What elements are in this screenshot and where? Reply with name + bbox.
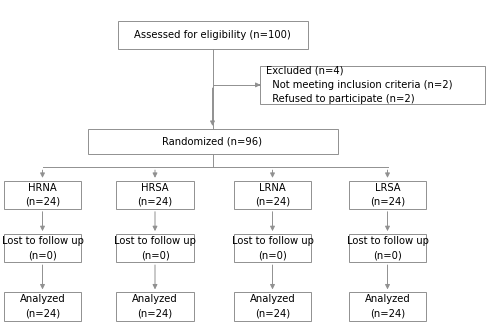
Text: Lost to follow up
(n=0): Lost to follow up (n=0) bbox=[114, 236, 196, 260]
Text: Lost to follow up
(n=0): Lost to follow up (n=0) bbox=[2, 236, 84, 260]
Text: Assessed for eligibility (n=100): Assessed for eligibility (n=100) bbox=[134, 30, 291, 40]
Text: Analyzed
(n=24): Analyzed (n=24) bbox=[20, 294, 66, 318]
FancyBboxPatch shape bbox=[260, 66, 485, 104]
Text: Randomized (n=96): Randomized (n=96) bbox=[162, 137, 262, 147]
Text: Lost to follow up
(n=0): Lost to follow up (n=0) bbox=[232, 236, 314, 260]
FancyBboxPatch shape bbox=[116, 292, 194, 320]
Text: Analyzed
(n=24): Analyzed (n=24) bbox=[364, 294, 410, 318]
Text: LRSA
(n=24): LRSA (n=24) bbox=[370, 183, 405, 207]
FancyBboxPatch shape bbox=[234, 180, 311, 209]
Text: HRNA
(n=24): HRNA (n=24) bbox=[25, 183, 60, 207]
Text: Analyzed
(n=24): Analyzed (n=24) bbox=[132, 294, 178, 318]
Text: LRNA
(n=24): LRNA (n=24) bbox=[255, 183, 290, 207]
FancyBboxPatch shape bbox=[118, 21, 308, 49]
FancyBboxPatch shape bbox=[234, 234, 311, 262]
FancyBboxPatch shape bbox=[116, 234, 194, 262]
Text: Analyzed
(n=24): Analyzed (n=24) bbox=[250, 294, 296, 318]
FancyBboxPatch shape bbox=[116, 180, 194, 209]
FancyBboxPatch shape bbox=[4, 292, 81, 320]
FancyBboxPatch shape bbox=[349, 180, 426, 209]
Text: Excluded (n=4)
  Not meeting inclusion criteria (n=2)
  Refused to participate (: Excluded (n=4) Not meeting inclusion cri… bbox=[266, 66, 452, 104]
Text: HRSA
(n=24): HRSA (n=24) bbox=[138, 183, 172, 207]
FancyBboxPatch shape bbox=[234, 292, 311, 320]
FancyBboxPatch shape bbox=[88, 129, 338, 154]
FancyBboxPatch shape bbox=[4, 180, 81, 209]
FancyBboxPatch shape bbox=[349, 292, 426, 320]
FancyBboxPatch shape bbox=[4, 234, 81, 262]
Text: Lost to follow up
(n=0): Lost to follow up (n=0) bbox=[346, 236, 428, 260]
FancyBboxPatch shape bbox=[349, 234, 426, 262]
